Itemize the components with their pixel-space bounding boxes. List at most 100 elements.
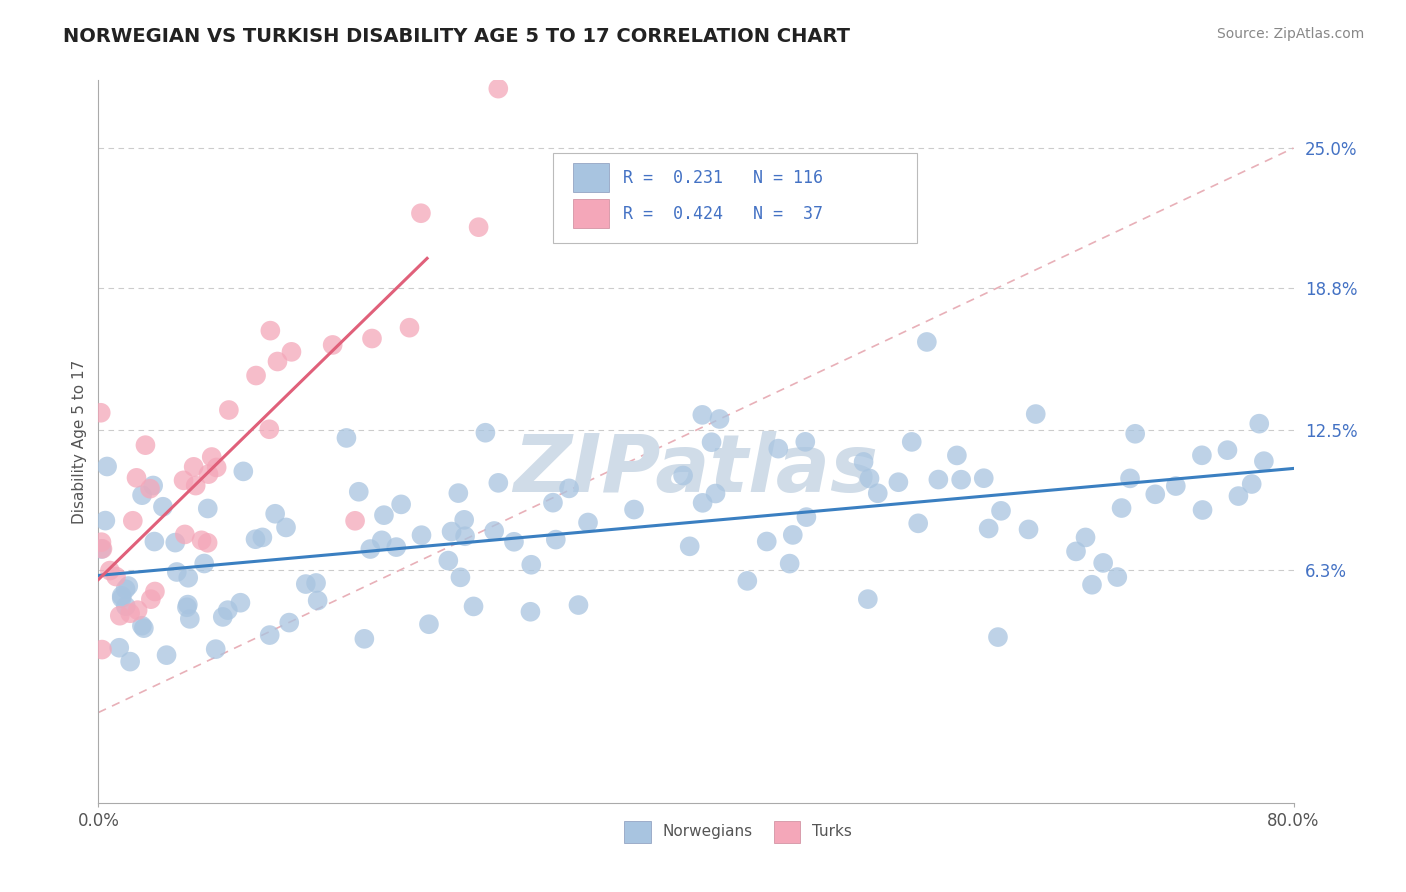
Point: [866, 486, 889, 500]
Point: [482, 524, 505, 538]
Point: [418, 617, 440, 632]
Point: [211, 610, 233, 624]
Point: [768, 442, 790, 456]
Point: [111, 591, 134, 605]
Point: [453, 513, 475, 527]
Point: [1119, 471, 1142, 485]
Point: [193, 557, 215, 571]
Point: [858, 471, 880, 485]
Point: [98, 564, 121, 578]
Text: NORWEGIAN VS TURKISH DISABILITY AGE 5 TO 17 CORRELATION CHART: NORWEGIAN VS TURKISH DISABILITY AGE 5 TO…: [63, 27, 851, 45]
Point: [139, 592, 162, 607]
Point: [437, 553, 460, 567]
Point: [105, 569, 128, 583]
Point: [305, 576, 328, 591]
Point: [91, 541, 114, 556]
Point: [201, 450, 224, 464]
Point: [1144, 487, 1167, 501]
Point: [1191, 503, 1213, 517]
Point: [176, 600, 198, 615]
Point: [900, 434, 922, 449]
Point: [197, 501, 219, 516]
Point: [486, 475, 509, 490]
Point: [259, 422, 281, 436]
Point: [1025, 407, 1047, 421]
Point: [1018, 523, 1040, 537]
Point: [1227, 489, 1250, 503]
Point: [1164, 479, 1187, 493]
Point: [503, 534, 526, 549]
Point: [486, 81, 509, 95]
Point: [692, 496, 714, 510]
Point: [1253, 454, 1275, 468]
Point: [335, 431, 357, 445]
Point: [907, 516, 929, 531]
Text: ZIPatlas: ZIPatlas: [513, 432, 879, 509]
Point: [1092, 556, 1115, 570]
Point: [307, 593, 329, 607]
Point: [990, 504, 1012, 518]
Point: [344, 514, 367, 528]
Point: [117, 579, 139, 593]
Point: [197, 536, 219, 550]
Point: [90, 406, 112, 420]
Point: [755, 534, 778, 549]
Point: [389, 497, 412, 511]
Point: [852, 455, 875, 469]
Point: [672, 468, 695, 483]
Point: [229, 596, 252, 610]
Point: [347, 484, 370, 499]
Point: [90, 541, 112, 556]
Point: [94, 514, 117, 528]
Point: [927, 473, 949, 487]
Text: Norwegians: Norwegians: [662, 824, 752, 839]
Point: [142, 478, 165, 492]
FancyBboxPatch shape: [572, 163, 609, 193]
Point: [114, 599, 136, 614]
Point: [143, 584, 166, 599]
Point: [173, 473, 195, 487]
Point: [361, 332, 384, 346]
Point: [134, 438, 156, 452]
Point: [567, 598, 589, 612]
Point: [121, 514, 143, 528]
Point: [120, 606, 142, 620]
Point: [143, 534, 166, 549]
Point: [541, 496, 564, 510]
Text: Source: ZipAtlas.com: Source: ZipAtlas.com: [1216, 27, 1364, 41]
Point: [259, 628, 281, 642]
Point: [1249, 417, 1271, 431]
Point: [280, 344, 302, 359]
Point: [90, 535, 112, 549]
Point: [111, 589, 134, 603]
Point: [447, 486, 470, 500]
Point: [127, 603, 149, 617]
Point: [1216, 443, 1239, 458]
Point: [294, 577, 316, 591]
Point: [623, 502, 645, 516]
Point: [114, 582, 136, 597]
Point: [232, 464, 254, 478]
Point: [96, 459, 118, 474]
Point: [108, 608, 131, 623]
Point: [519, 605, 541, 619]
Point: [977, 522, 1000, 536]
Y-axis label: Disability Age 5 to 17: Disability Age 5 to 17: [72, 359, 87, 524]
Text: Turks: Turks: [811, 824, 852, 839]
Point: [177, 598, 200, 612]
Point: [108, 640, 131, 655]
Point: [411, 528, 433, 542]
Point: [165, 535, 187, 549]
Point: [139, 482, 162, 496]
Point: [166, 565, 188, 579]
Text: R =  0.231   N = 116: R = 0.231 N = 116: [623, 169, 823, 186]
Point: [440, 524, 463, 539]
Point: [1111, 501, 1133, 516]
Point: [467, 220, 489, 235]
Point: [576, 516, 599, 530]
Point: [463, 599, 485, 614]
Point: [266, 354, 288, 368]
Point: [737, 574, 759, 588]
Point: [779, 557, 801, 571]
Point: [183, 459, 205, 474]
